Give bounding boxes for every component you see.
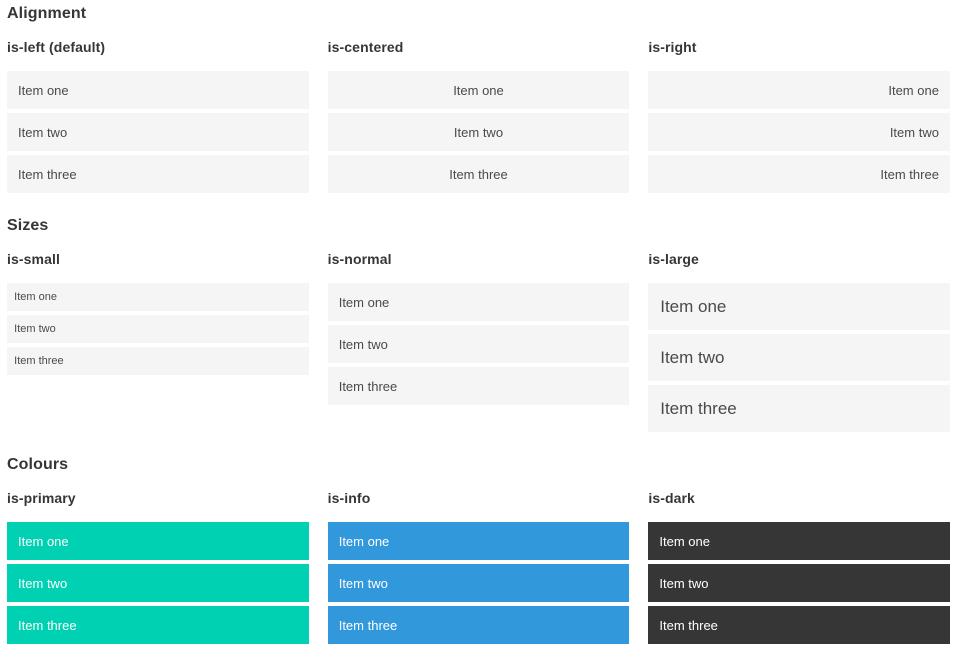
list-item: Item three [7,347,309,375]
list-is-right: Item one Item two Item three [648,71,950,193]
list-item: Item one [7,522,309,560]
list-item: Item one [327,522,630,560]
list-item: Item three [7,606,309,644]
column-is-primary: is-primary Item one Item two Item three [7,491,309,648]
list-item: Item three [327,155,630,193]
section-sizes: Sizes is-small Item one Item two Item th… [7,217,950,436]
column-label-is-right: is-right [648,39,697,55]
list-item: Item two [648,334,950,381]
list-is-small: Item one Item two Item three [7,283,309,375]
column-is-small: is-small Item one Item two Item three [7,252,309,379]
list-item: Item one [648,522,950,560]
column-is-info: is-info Item one Item two Item three [327,490,630,648]
column-label-is-normal: is-normal [327,251,392,267]
column-label-is-small: is-small [7,251,60,267]
list-item: Item one [648,283,950,330]
list-is-info: Item one Item two Item three [327,522,630,644]
column-is-normal: is-normal Item one Item two Item three [327,251,630,409]
list-item: Item three [648,155,950,193]
list-item: Item two [7,315,309,343]
section-title-alignment: Alignment [7,5,87,22]
list-is-primary: Item one Item two Item three [7,522,309,644]
list-item: Item one [327,283,630,321]
list-is-normal: Item one Item two Item three [327,283,630,405]
list-item: Item two [7,113,309,151]
column-is-large: is-large Item one Item two Item three [648,252,950,436]
list-item: Item three [7,155,309,193]
alignment-grid: is-left (default) Item one Item two Item… [7,40,950,197]
list-is-centered: Item one Item two Item three [327,71,630,193]
section-alignment: Alignment is-left (default) Item one Ite… [7,5,950,197]
sizes-grid: is-small Item one Item two Item three is… [7,252,950,436]
column-label-is-large: is-large [648,251,699,267]
column-is-centered: is-centered Item one Item two Item three [327,39,630,197]
list-item: Item three [327,606,630,644]
list-item: Item one [7,71,309,109]
list-item: Item one [7,283,309,311]
list-is-left: Item one Item two Item three [7,71,309,193]
list-item: Item one [327,71,630,109]
list-item: Item one [648,71,950,109]
list-item: Item two [327,564,630,602]
list-is-large: Item one Item two Item three [648,283,950,432]
column-is-dark: is-dark Item one Item two Item three [648,491,950,648]
column-label-is-centered: is-centered [327,39,404,55]
list-item: Item two [648,113,950,151]
section-title-sizes: Sizes [7,217,49,234]
list-item: Item two [7,564,309,602]
list-item: Item two [327,325,630,363]
column-label-is-primary: is-primary [7,490,76,506]
column-label-is-left: is-left (default) [7,39,106,55]
column-is-left: is-left (default) Item one Item two Item… [7,40,309,197]
section-title-colours: Colours [7,456,69,473]
column-is-right: is-right Item one Item two Item three [648,40,950,197]
list-item: Item three [327,367,630,405]
column-label-is-dark: is-dark [648,490,695,506]
colours-grid: is-primary Item one Item two Item three … [7,491,950,648]
list-is-dark: Item one Item two Item three [648,522,950,644]
section-colours: Colours is-primary Item one Item two Ite… [7,456,950,648]
column-label-is-info: is-info [327,490,371,506]
list-item: Item three [648,385,950,432]
list-item: Item two [648,564,950,602]
list-item: Item three [648,606,950,644]
list-item: Item two [327,113,630,151]
